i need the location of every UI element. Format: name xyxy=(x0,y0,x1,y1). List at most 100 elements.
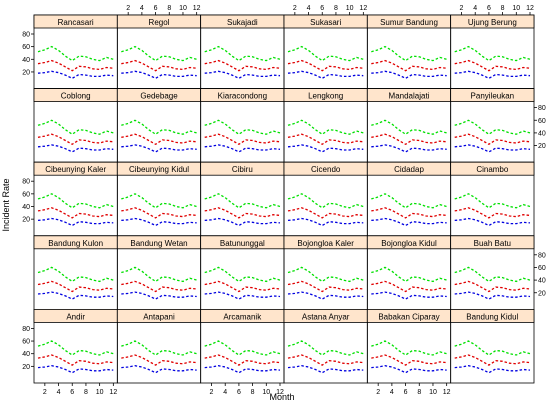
series-line-1 xyxy=(287,207,364,219)
panel-title: Mandalajati xyxy=(389,92,430,101)
y-tick-label: 40 xyxy=(538,130,546,137)
y-tick-label: 80 xyxy=(22,179,30,186)
series-line-2 xyxy=(37,365,114,374)
series-line-2 xyxy=(37,217,114,227)
x-tick-label: 10 xyxy=(179,5,187,12)
series-line-2 xyxy=(454,70,531,80)
panel-title: Cibeunying Kaler xyxy=(45,165,106,174)
series-line-0 xyxy=(37,340,114,356)
panel-title: Gedebage xyxy=(140,92,178,101)
series-line-1 xyxy=(371,354,447,366)
panel-strip xyxy=(450,308,535,323)
x-tick-label: 8 xyxy=(84,389,88,396)
series-line-0 xyxy=(454,119,531,135)
series-line-0 xyxy=(204,193,281,209)
x-tick-label: 12 xyxy=(526,5,534,12)
series-line-2 xyxy=(371,365,447,374)
x-tick-label: 8 xyxy=(501,5,505,12)
series-line-2 xyxy=(121,217,197,227)
series-line-2 xyxy=(204,144,281,153)
series-line-0 xyxy=(454,340,531,356)
y-tick-label: 80 xyxy=(22,326,30,333)
series-line-2 xyxy=(371,291,447,300)
series-line-0 xyxy=(454,266,531,283)
x-tick-label: 10 xyxy=(429,389,437,396)
x-tick-label: 6 xyxy=(320,5,324,12)
x-axis-label: Month xyxy=(269,392,294,402)
series-line-1 xyxy=(121,59,197,72)
series-line-1 xyxy=(454,207,531,219)
x-tick-label: 4 xyxy=(390,389,394,396)
panel-title: Ujung Berung xyxy=(468,18,517,27)
series-line-1 xyxy=(121,207,197,219)
series-line-0 xyxy=(121,45,197,62)
series-line-1 xyxy=(204,133,281,146)
panel-title: Buah Batu xyxy=(474,239,511,248)
series-line-2 xyxy=(204,70,281,80)
series-line-1 xyxy=(287,133,364,146)
series-line-0 xyxy=(121,193,197,209)
series-line-0 xyxy=(121,340,197,356)
y-tick-label: 40 xyxy=(538,278,546,285)
panel-title: Bandung Kulon xyxy=(48,239,103,248)
series-line-1 xyxy=(454,354,531,366)
y-tick-label: 60 xyxy=(538,118,546,125)
panel-strip xyxy=(450,235,535,250)
x-tick-label: 6 xyxy=(70,389,74,396)
series-line-1 xyxy=(37,207,114,219)
series-line-0 xyxy=(371,340,447,356)
y-tick-label: 20 xyxy=(22,364,30,371)
series-line-2 xyxy=(454,365,531,374)
series-line-0 xyxy=(37,119,114,135)
series-line-0 xyxy=(204,45,281,62)
series-line-1 xyxy=(121,354,197,366)
panel-title: Astana Anyar xyxy=(302,312,350,321)
panel-title: Coblong xyxy=(61,92,91,101)
x-tick-label: 2 xyxy=(43,389,47,396)
y-tick-label: 60 xyxy=(22,191,30,198)
series-line-1 xyxy=(121,133,197,146)
series-line-1 xyxy=(204,59,281,72)
panel-title: Sukasari xyxy=(310,18,341,27)
series-line-2 xyxy=(204,217,281,227)
x-tick-label: 4 xyxy=(57,389,61,396)
series-line-1 xyxy=(287,59,364,72)
series-line-2 xyxy=(371,70,447,80)
x-tick-label: 6 xyxy=(154,5,158,12)
panel-title: Andir xyxy=(66,312,85,321)
x-tick-label: 12 xyxy=(193,5,201,12)
panel-title: Cidadap xyxy=(394,165,424,174)
y-tick-label: 20 xyxy=(22,217,30,224)
series-line-0 xyxy=(287,266,364,283)
series-line-1 xyxy=(287,354,364,366)
x-tick-label: 12 xyxy=(109,389,117,396)
x-tick-label: 4 xyxy=(223,389,227,396)
series-line-0 xyxy=(454,193,531,209)
series-line-0 xyxy=(371,119,447,135)
series-line-2 xyxy=(371,217,447,227)
panel-title: Kiaracondong xyxy=(218,92,267,101)
x-tick-label: 10 xyxy=(512,5,520,12)
panel-title: Sumur Bandung xyxy=(380,18,438,27)
panel-title: Batununggal xyxy=(220,239,265,248)
x-tick-label: 4 xyxy=(307,5,311,12)
y-tick-label: 60 xyxy=(22,44,30,51)
x-tick-label: 8 xyxy=(334,5,338,12)
series-line-0 xyxy=(454,45,531,62)
x-tick-label: 6 xyxy=(237,389,241,396)
series-line-1 xyxy=(371,280,447,293)
x-tick-label: 12 xyxy=(276,389,284,396)
x-tick-label: 2 xyxy=(376,389,380,396)
y-tick-label: 60 xyxy=(22,339,30,346)
panel-title: Cibiru xyxy=(232,165,253,174)
y-tick-label: 80 xyxy=(22,32,30,39)
series-line-0 xyxy=(371,193,447,209)
series-line-0 xyxy=(287,119,364,135)
y-tick-label: 20 xyxy=(538,290,546,297)
x-tick-label: 4 xyxy=(473,5,477,12)
series-line-1 xyxy=(371,133,447,146)
panel-title: Cibeunying Kidul xyxy=(129,165,189,174)
panel-title: Bojongloa Kaler xyxy=(297,239,354,248)
series-line-0 xyxy=(37,45,114,62)
